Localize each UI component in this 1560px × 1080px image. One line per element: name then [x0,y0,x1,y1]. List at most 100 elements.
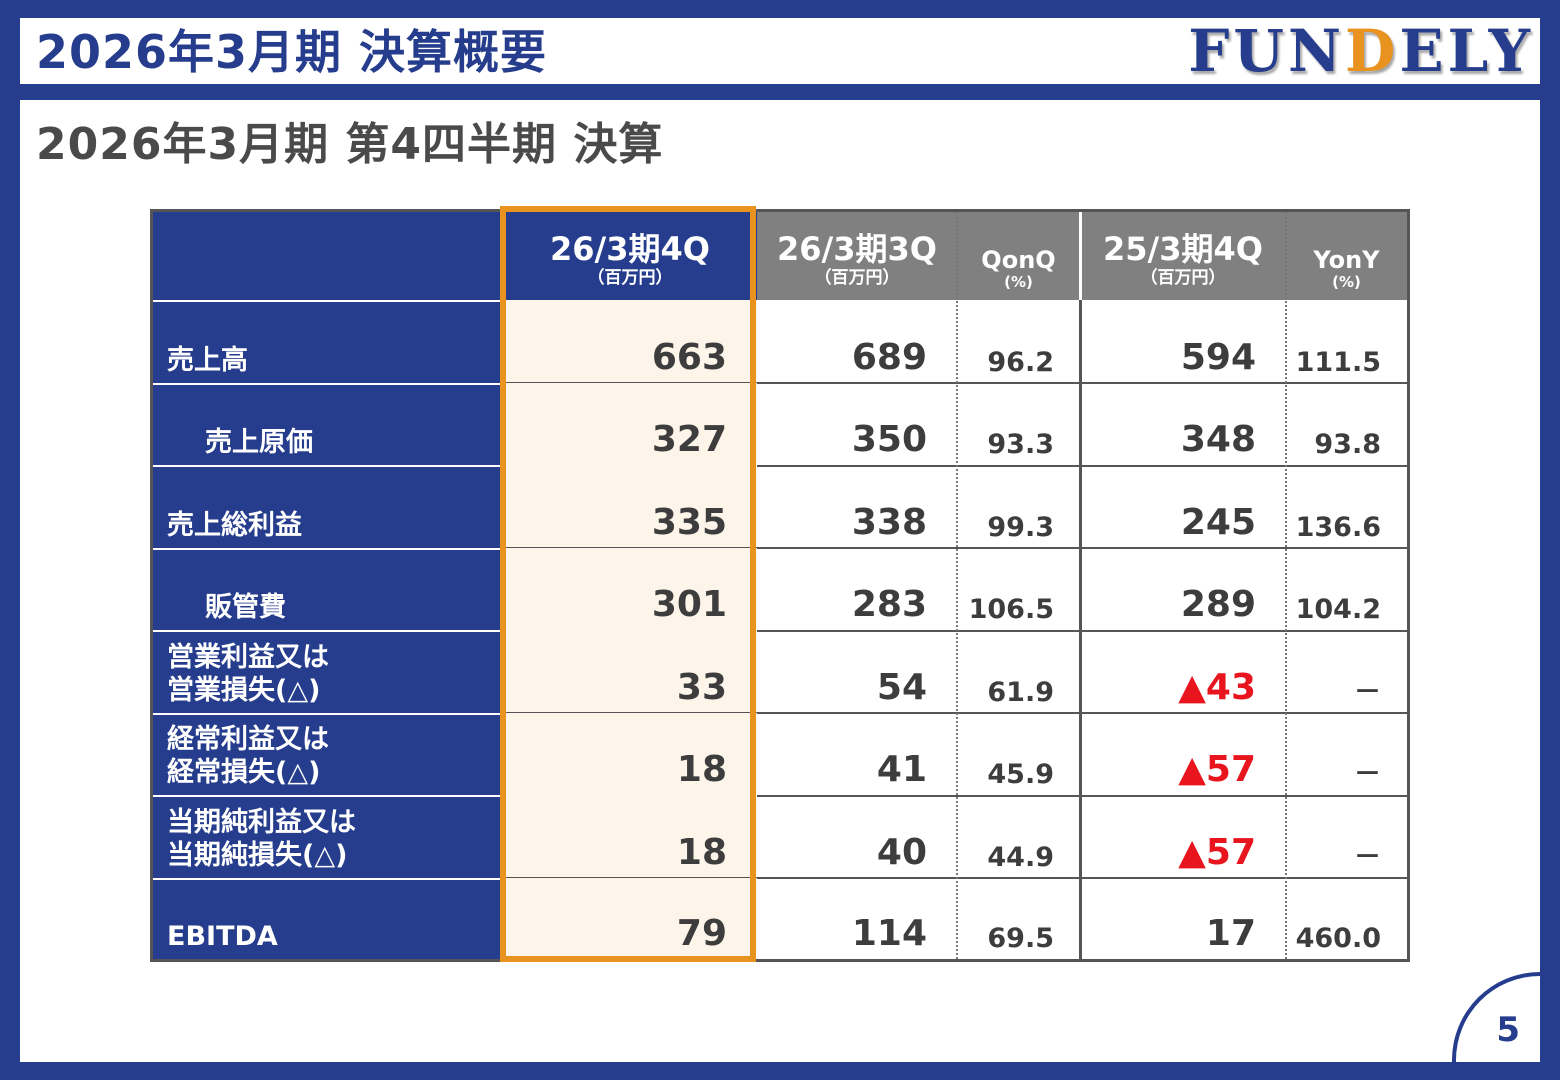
value-current: 327 [651,419,727,460]
value-qonq: 45.9 [987,759,1054,790]
value-qonq: 69.5 [987,923,1054,954]
cell-yony: － [1286,713,1407,795]
cell-yony: 111.5 [1286,300,1407,383]
value-yony: 460.0 [1295,923,1381,954]
col-header-unit: （百万円） [1140,268,1226,288]
cell-current: 301 [503,548,757,630]
row-label-ebitda: EBITDA [153,878,503,959]
value-yony: － [1354,759,1381,790]
cell-prev-q: 283 [757,548,957,630]
value-yony: 111.5 [1295,347,1381,378]
value-prev-y: 245 [1180,502,1256,543]
row-label-ordinary-income: 経常利益又は 経常損失(△) [153,713,503,795]
value-current: 33 [676,667,727,708]
cell-prev-q: 40 [757,795,957,878]
header-divider [1079,212,1082,300]
cell-qonq: 45.9 [957,713,1080,795]
value-current: 79 [676,913,727,954]
cell-prev-q: 114 [757,878,957,959]
row-label-cost-of-sales: 売上原価 [153,383,503,465]
cell-yony: 460.0 [1286,878,1407,959]
cell-prev-q: 689 [757,300,957,383]
row-label-sga: 販管費 [153,548,503,630]
col-header-label: 25/3期4Q [1103,230,1263,268]
cell-yony: － [1286,795,1407,878]
row-divider [503,712,1407,714]
row-divider [503,795,1407,797]
cell-current: 79 [503,878,757,959]
value-yony: 104.2 [1295,594,1381,625]
column-divider-dotted [956,212,958,959]
cell-prev-q: 54 [757,630,957,713]
row-label-text: 売上高 [167,345,248,376]
col-header-current-q: 26/3期4Q （百万円） [503,212,757,300]
page-number: 5 [1496,1010,1520,1050]
value-qonq: 99.3 [987,512,1054,543]
row-label-net-income: 当期純利益又は 当期純損失(△) [153,795,503,878]
cell-current: 663 [503,300,757,383]
value-qonq: 61.9 [987,677,1054,708]
cell-prev-y: ▲57 [1080,713,1286,795]
row-divider [503,877,1407,879]
value-prev-q: 40 [876,832,927,873]
row-label-operating-income: 営業利益又は 営業損失(△) [153,630,503,713]
value-current: 663 [651,337,727,378]
row-label-text: 営業利益又は [167,642,329,673]
row-divider [503,547,1407,549]
cell-current: 33 [503,630,757,713]
col-header-label: 26/3期3Q [777,230,937,268]
value-prev-y-negative: ▲57 [1178,832,1256,873]
value-current: 18 [676,749,727,790]
value-prev-y-negative: ▲57 [1178,749,1256,790]
row-label-text: 売上原価 [205,427,313,458]
value-prev-q: 338 [851,502,927,543]
col-header-prev-q: 26/3期3Q （百万円） [757,212,957,300]
cell-qonq: 99.3 [957,465,1080,548]
cell-qonq: 93.3 [957,383,1080,465]
col-header-label: YonY [1313,246,1380,274]
cell-qonq: 69.5 [957,878,1080,959]
value-qonq: 44.9 [987,842,1054,873]
row-label-text: 売上総利益 [167,510,302,541]
value-prev-y: 348 [1180,419,1256,460]
cell-prev-y: ▲43 [1080,630,1286,713]
row-divider [503,465,1407,467]
cell-current: 335 [503,465,757,548]
value-prev-q: 114 [851,913,927,954]
company-logo: FUNDELY [1188,20,1534,82]
header-bar: 2026年3月期 決算概要 FUNDELY [20,18,1540,84]
value-qonq: 96.2 [987,347,1054,378]
cell-prev-y: 289 [1080,548,1286,630]
value-prev-q: 41 [876,749,927,790]
row-label-gross-profit: 売上総利益 [153,465,503,548]
value-current: 18 [676,832,727,873]
row-label-text: EBITDA [167,921,278,952]
col-header-prev-y: 25/3期4Q （百万円） [1080,212,1286,300]
value-yony: － [1354,677,1381,708]
row-label-text: 営業損失(△) [167,675,321,706]
value-prev-q: 689 [851,337,927,378]
cell-yony: 136.6 [1286,465,1407,548]
cell-qonq: 96.2 [957,300,1080,383]
logo-prefix: FUN [1188,17,1346,85]
financial-table: 26/3期4Q （百万円） 26/3期3Q （百万円） QonQ (%) 25/… [150,206,1410,962]
column-divider-solid [1079,300,1082,959]
header-blank-cell [153,212,503,300]
value-prev-q: 350 [851,419,927,460]
col-header-unit: （百万円） [814,268,900,288]
cell-prev-y: 17 [1080,878,1286,959]
value-prev-y-negative: ▲43 [1178,667,1256,708]
col-header-yony: YonY (%) [1286,212,1407,300]
row-label-text: 販管費 [205,592,286,623]
row-label-text: 経常損失(△) [167,757,321,788]
value-prev-q: 54 [876,667,927,708]
cell-prev-q: 350 [757,383,957,465]
row-divider [503,630,1407,632]
value-prev-q: 283 [851,584,927,625]
value-yony: 136.6 [1295,512,1381,543]
col-header-unit: （百万円） [587,268,673,288]
row-label-text: 経常利益又は [167,724,329,755]
value-current: 301 [651,584,727,625]
cell-yony: 93.8 [1286,383,1407,465]
slide-subtitle: 2026年3月期 第4四半期 決算 [36,119,664,170]
